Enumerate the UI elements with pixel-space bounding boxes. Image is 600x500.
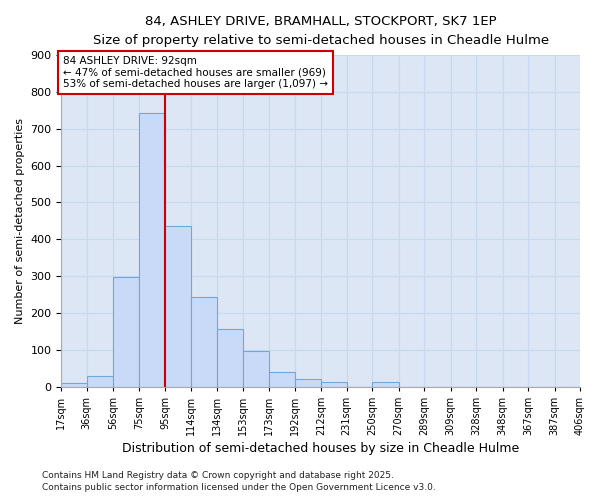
Bar	[61, 383, 87, 386]
Y-axis label: Number of semi-detached properties: Number of semi-detached properties	[15, 118, 25, 324]
Text: 84 ASHLEY DRIVE: 92sqm
← 47% of semi-detached houses are smaller (969)
53% of se: 84 ASHLEY DRIVE: 92sqm ← 47% of semi-det…	[63, 56, 328, 89]
Bar	[191, 297, 217, 386]
Bar	[217, 329, 243, 386]
Bar	[139, 114, 166, 386]
Title: 84, ASHLEY DRIVE, BRAMHALL, STOCKPORT, SK7 1EP
Size of property relative to semi: 84, ASHLEY DRIVE, BRAMHALL, STOCKPORT, S…	[92, 15, 549, 47]
X-axis label: Distribution of semi-detached houses by size in Cheadle Hulme: Distribution of semi-detached houses by …	[122, 442, 520, 455]
Bar	[322, 382, 347, 386]
Bar	[295, 378, 322, 386]
Bar	[166, 226, 191, 386]
Bar	[87, 376, 113, 386]
Bar	[269, 372, 295, 386]
Text: Contains HM Land Registry data © Crown copyright and database right 2025.
Contai: Contains HM Land Registry data © Crown c…	[42, 471, 436, 492]
Bar	[372, 382, 398, 386]
Bar	[113, 277, 139, 386]
Bar	[243, 351, 269, 386]
